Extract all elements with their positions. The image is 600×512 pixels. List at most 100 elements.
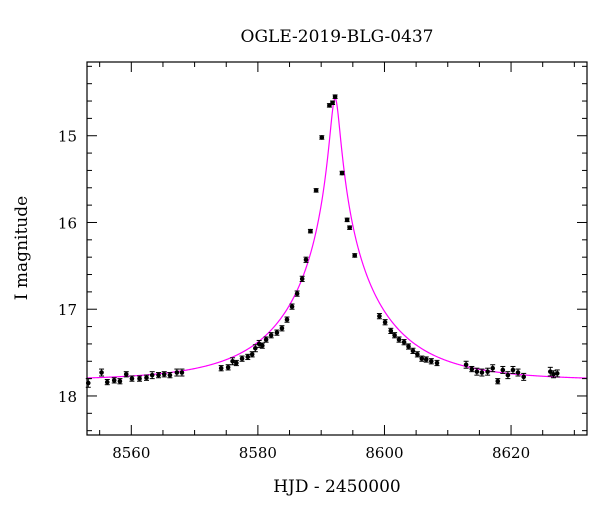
- data-point: [485, 367, 491, 376]
- data-point: [307, 228, 313, 234]
- data-point: [174, 368, 180, 377]
- data-marker: [319, 135, 325, 140]
- data-marker: [144, 375, 149, 381]
- data-marker: [352, 253, 358, 258]
- data-point: [111, 377, 117, 384]
- y-tick-label: 18: [58, 388, 77, 406]
- data-marker: [330, 100, 335, 106]
- data-point: [347, 225, 353, 230]
- data-marker: [268, 332, 274, 338]
- data-marker: [234, 360, 239, 366]
- data-marker: [434, 360, 440, 366]
- data-point: [510, 365, 516, 374]
- data-point: [239, 355, 245, 362]
- model-curve-layer: [86, 97, 588, 379]
- data-marker: [174, 370, 180, 375]
- data-marker: [479, 370, 485, 375]
- data-marker: [294, 291, 300, 296]
- data-point: [330, 100, 336, 106]
- data-point: [401, 339, 407, 346]
- data-point: [230, 357, 236, 366]
- data-point: [123, 371, 129, 378]
- data-marker: [149, 372, 155, 378]
- data-marker: [218, 365, 224, 371]
- data-marker: [469, 366, 475, 372]
- data-marker: [308, 228, 313, 234]
- data-point: [259, 342, 265, 349]
- data-point: [104, 378, 110, 386]
- data-marker: [382, 319, 388, 325]
- data-point: [149, 371, 155, 380]
- data-point: [167, 372, 173, 379]
- data-point: [233, 359, 239, 367]
- x-tick-label: 8600: [365, 444, 403, 462]
- data-marker: [392, 332, 397, 338]
- data-marker: [129, 376, 135, 381]
- data-point: [396, 336, 402, 343]
- data-point: [414, 351, 420, 358]
- chart-title: OGLE-2019-BLG-0437: [241, 27, 434, 47]
- model-curve: [86, 97, 588, 379]
- data-marker: [500, 367, 506, 373]
- data-point: [143, 374, 149, 381]
- data-point: [245, 353, 251, 361]
- data-point: [410, 347, 416, 354]
- data-point: [225, 364, 231, 371]
- data-marker: [415, 352, 420, 357]
- x-tick-label: 8560: [112, 444, 150, 462]
- data-point: [161, 371, 167, 378]
- data-point: [313, 188, 319, 193]
- data-marker: [377, 313, 382, 319]
- data-point: [423, 356, 429, 363]
- data-point: [479, 368, 485, 377]
- data-point: [268, 332, 274, 339]
- data-point: [279, 325, 285, 332]
- data-marker: [299, 276, 305, 282]
- data-marker: [289, 304, 295, 309]
- data-marker: [99, 370, 104, 375]
- data-point: [490, 364, 496, 373]
- data-point: [156, 372, 162, 379]
- data-marker: [419, 356, 425, 361]
- data-point: [129, 375, 135, 382]
- data-point: [419, 355, 425, 362]
- data-marker: [521, 374, 527, 380]
- data-point: [274, 329, 280, 336]
- data-point: [319, 135, 325, 140]
- data-point: [263, 336, 269, 343]
- data-point: [428, 358, 434, 365]
- data-marker: [253, 345, 258, 351]
- data-marker: [463, 362, 469, 368]
- data-point: [326, 103, 332, 108]
- data-point: [179, 368, 185, 377]
- data-marker: [111, 378, 117, 383]
- data-point: [495, 378, 501, 385]
- data-marker: [410, 348, 416, 354]
- x-axis-label: HJD - 2450000: [273, 477, 401, 497]
- data-point: [252, 344, 258, 353]
- data-marker: [401, 339, 407, 345]
- data-point: [117, 378, 123, 385]
- y-tick-label: 15: [58, 128, 77, 146]
- data-marker: [388, 328, 394, 334]
- data-marker: [249, 352, 255, 357]
- data-point: [137, 375, 143, 382]
- data-marker: [347, 225, 352, 230]
- data-point: [392, 332, 398, 339]
- data-point: [388, 327, 394, 335]
- data-marker: [495, 378, 501, 384]
- data-marker: [303, 257, 309, 263]
- y-tick-label: 16: [58, 214, 77, 232]
- data-points-layer: [85, 94, 560, 388]
- data-marker: [423, 357, 429, 362]
- plot-frame: [86, 61, 588, 436]
- data-marker: [104, 379, 110, 385]
- data-point: [303, 256, 309, 263]
- data-marker: [284, 317, 290, 322]
- data-marker: [505, 372, 511, 378]
- data-marker: [239, 356, 245, 361]
- data-point: [474, 367, 480, 376]
- data-marker: [485, 369, 490, 374]
- data-point: [505, 371, 511, 380]
